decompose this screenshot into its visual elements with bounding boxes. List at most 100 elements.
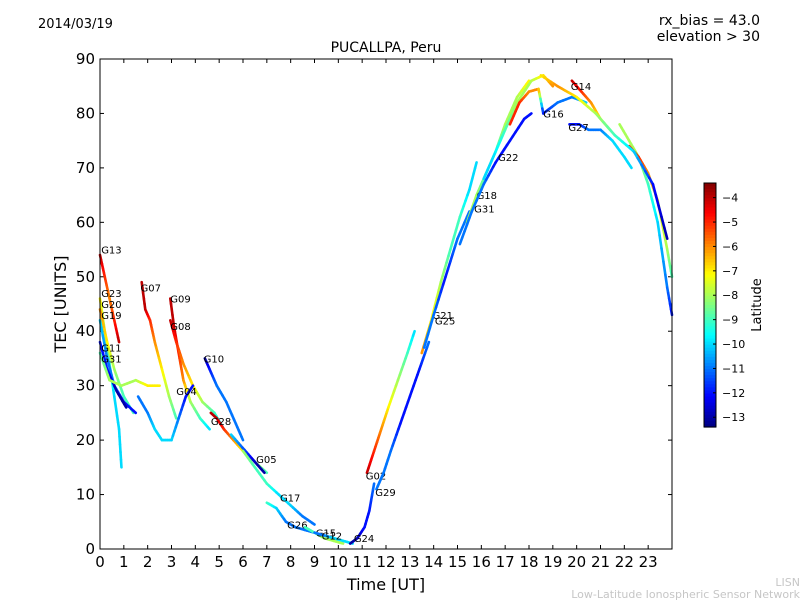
colorbar-segment	[704, 320, 716, 324]
series-segment	[437, 280, 443, 292]
colorbar-segment	[704, 402, 716, 407]
x-tick-label: 6	[238, 553, 248, 571]
colorbar-segment	[704, 271, 716, 276]
series-segment	[648, 190, 654, 201]
colorbar-segment	[704, 207, 716, 212]
satellite-label: G18	[477, 191, 497, 202]
colorbar-segment	[704, 378, 716, 382]
series-segment	[339, 541, 345, 545]
series-segment	[652, 205, 658, 217]
series-segment	[433, 296, 439, 307]
colorbar-tick-label: −9	[722, 314, 738, 327]
x-tick-label: 9	[310, 553, 320, 571]
series-segment	[658, 234, 663, 250]
colorbar-segment	[704, 344, 716, 349]
series-segment	[206, 425, 211, 431]
satellite-label: G28	[211, 417, 231, 428]
series-segment	[660, 215, 666, 230]
series-segment	[263, 469, 269, 475]
colorbar-segment	[704, 289, 716, 294]
series-segment	[310, 521, 316, 526]
colorbar-segment	[704, 347, 716, 352]
colorbar-segment	[704, 369, 716, 373]
y-tick-label: 20	[76, 431, 95, 449]
x-tick-label: 15	[448, 553, 467, 571]
colorbar-segment	[704, 280, 716, 285]
series-segment	[651, 182, 658, 197]
y-tick-label: 40	[76, 322, 95, 340]
colorbar-segment	[704, 414, 716, 419]
x-tick-label: 3	[167, 553, 177, 571]
x-tick-label: 0	[95, 553, 105, 571]
colorbar-segment	[704, 356, 716, 361]
colorbar-segment	[704, 298, 716, 303]
rx-bias-label: rx_bias = 43.0	[658, 13, 760, 29]
series-segment	[449, 252, 455, 263]
series-segment	[446, 260, 452, 271]
series-segment	[662, 260, 667, 276]
colorbar-segment	[704, 396, 716, 401]
satellite-label: G15	[316, 529, 336, 540]
colorbar-segment	[704, 219, 716, 224]
y-axis-label: TEC [UNITS]	[51, 256, 70, 354]
colorbar-segment	[704, 305, 716, 309]
colorbar-segment	[704, 384, 716, 388]
colorbar-segment	[704, 259, 716, 263]
x-tick-label: 12	[376, 553, 395, 571]
colorbar-tick-label: −12	[722, 387, 745, 400]
colorbar-segment	[704, 201, 716, 205]
x-tick-label: 19	[543, 553, 562, 571]
colorbar-label: Latitude	[750, 278, 765, 332]
colorbar-segment	[704, 405, 716, 410]
y-tick-label: 10	[76, 486, 95, 504]
y-tick-label: 30	[76, 377, 95, 395]
satellite-label: G10	[204, 354, 224, 365]
series-segment	[628, 164, 633, 170]
series-segment	[528, 112, 533, 116]
x-tick-label: 5	[214, 553, 224, 571]
satellite-label: G02	[366, 472, 386, 483]
series-segment	[664, 273, 669, 289]
x-tick-label: 23	[639, 553, 658, 571]
colorbar-tick-label: −5	[722, 216, 738, 229]
series-segment	[525, 79, 531, 86]
x-tick-label: 22	[615, 553, 634, 571]
satellite-label: G17	[280, 493, 300, 504]
colorbar-segment	[704, 213, 716, 218]
series-segment	[425, 340, 431, 349]
colorbar-segment	[704, 210, 716, 215]
colorbar-segment	[704, 222, 716, 227]
x-tick-label: 10	[329, 553, 348, 571]
series-segment	[646, 182, 652, 194]
colorbar-segment	[704, 295, 716, 300]
satellite-label: G21	[432, 311, 452, 322]
colorbar-segment	[704, 329, 716, 334]
colorbar-segment	[704, 359, 716, 364]
colorbar-segment	[704, 375, 716, 379]
series-segment	[654, 193, 660, 208]
series-segment	[173, 412, 178, 420]
satellite-label: G27	[568, 123, 588, 134]
colorbar-segment	[704, 417, 716, 422]
series-segment	[261, 469, 266, 475]
satellite-label: G20	[101, 300, 121, 311]
colorbar-frame	[703, 182, 717, 428]
satellite-label: G08	[170, 322, 190, 333]
colorbar-segment	[704, 338, 716, 343]
plot-frame	[99, 58, 673, 550]
y-tick-label: 50	[76, 268, 95, 286]
colorbar-segment	[704, 216, 716, 221]
x-tick-label: 4	[191, 553, 201, 571]
colorbar-segment	[704, 274, 716, 279]
colorbar-segment	[704, 277, 716, 282]
x-tick-label: 1	[119, 553, 129, 571]
satellite-label: G05	[256, 455, 276, 466]
colorbar-segment	[704, 366, 716, 370]
series-segment	[123, 402, 128, 409]
colorbar-segment	[704, 253, 716, 257]
colorbar-segment	[704, 335, 716, 340]
series-segment	[434, 298, 440, 309]
series-segment	[654, 213, 660, 224]
satellite-label: G23	[101, 289, 121, 300]
